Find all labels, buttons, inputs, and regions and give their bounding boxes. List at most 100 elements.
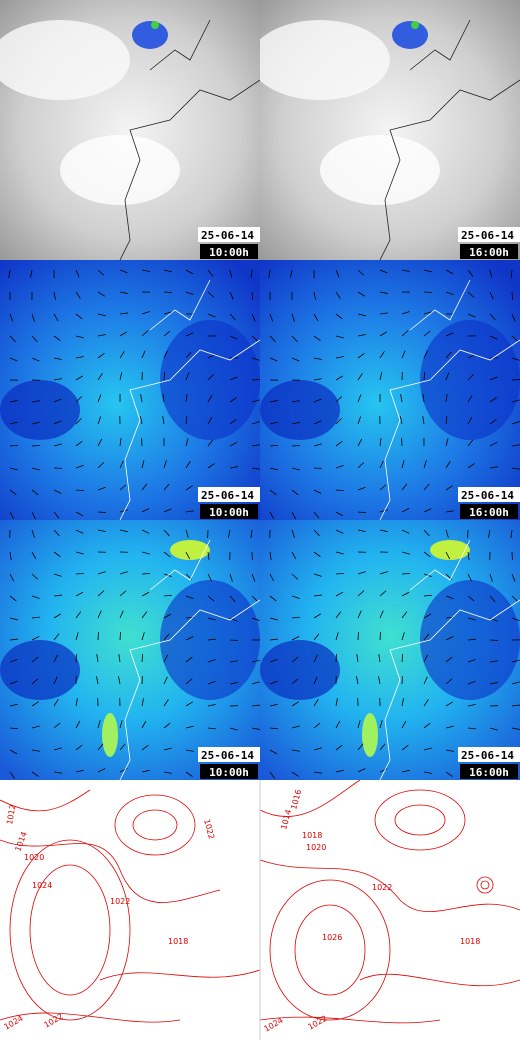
wind-arrow [53, 378, 62, 381]
wind-arrow [335, 720, 341, 729]
wind-arrow [31, 313, 35, 322]
wind-arrow [269, 617, 278, 621]
wind-arrow [357, 462, 365, 469]
wind-arrow [251, 467, 260, 470]
wind-arrow [335, 698, 338, 707]
wind-arrow [75, 269, 80, 278]
wind-arrow [163, 350, 168, 359]
isobar-label: 1018 [168, 937, 188, 946]
wind-arrow [401, 769, 410, 773]
wind-arrow [207, 680, 216, 685]
wind-arrow [31, 616, 40, 619]
wind-arrow [313, 378, 322, 381]
wind-arrow [97, 373, 103, 381]
wind-arrow [163, 371, 166, 381]
wind-arrow [75, 653, 77, 663]
wind-arrow [489, 291, 494, 300]
wind-arrow [445, 771, 453, 777]
wind-arrow [163, 613, 172, 619]
wind-arrow [423, 771, 432, 774]
wind-arrow [119, 631, 121, 641]
isobar-lines [0, 779, 520, 1024]
wind-arrow [291, 656, 299, 663]
wind-arrow [445, 656, 453, 663]
wind-arrow [97, 394, 102, 403]
wind-arrow [291, 595, 300, 599]
wind-arrow [9, 551, 12, 560]
wind-arrow [467, 727, 476, 730]
wind-arrow [445, 372, 450, 381]
wind-arrow [229, 682, 238, 685]
wind-arrow [335, 769, 344, 773]
wind-arrow [185, 485, 193, 491]
wind-arrow [140, 394, 143, 403]
wind-arrow [291, 725, 300, 729]
wind-arrow [251, 335, 259, 342]
wind-arrow [511, 313, 516, 322]
wind-arrow [207, 439, 214, 447]
wind-arrow [379, 571, 388, 575]
wind-arrow [335, 572, 345, 575]
wind-arrow [467, 373, 474, 381]
wind-arrow [400, 394, 403, 403]
isobar-area: 1012 1014 1020 1024 1022 1018 1022 1024 … [0, 779, 520, 1040]
wind-arrow [9, 511, 15, 520]
wind-arrow [467, 617, 476, 621]
wind-arrow [141, 311, 150, 315]
wind-arrow [31, 400, 40, 403]
low-wind [160, 320, 260, 440]
wind-arrow [291, 421, 300, 425]
wind-arrow [31, 489, 39, 496]
wind-arrow [489, 376, 498, 381]
date-label: 25-06-14 [201, 489, 254, 502]
wind-arrow [163, 311, 172, 315]
wind-arrow [53, 551, 61, 558]
wind-arrow [489, 269, 493, 278]
wind-arrow [269, 595, 277, 602]
wind-arrow [229, 269, 233, 278]
wind-arrow [357, 438, 363, 447]
wind-arrow [511, 659, 520, 663]
wind-arrow [335, 375, 344, 381]
isobar-label: 1020 [306, 843, 326, 852]
wind-arrow [510, 269, 513, 279]
wind-arrow [423, 551, 431, 558]
wind-arrow [9, 617, 18, 621]
wind-arrow [423, 330, 431, 337]
map-panel: 25-06-14 16:00h [260, 260, 520, 520]
wind-arrow [357, 590, 365, 597]
wind-arrow [185, 394, 188, 403]
wind-arrow [163, 771, 172, 774]
wind-arrow [467, 680, 476, 685]
wind-arrow [313, 573, 322, 577]
wind-arrow [423, 613, 432, 619]
wind-arrow [251, 573, 256, 582]
wind-arrow [291, 771, 299, 777]
wind-arrow [379, 631, 381, 641]
wind-arrow [423, 483, 430, 491]
wind-arrow [489, 441, 498, 447]
wind-arrow [489, 660, 498, 663]
wind-arrow [269, 421, 278, 425]
wind-arrow [31, 636, 40, 641]
wind-arrow [251, 399, 260, 403]
wind-arrow [291, 749, 300, 752]
wind-arrow [141, 720, 147, 729]
wind-arrow [31, 511, 36, 520]
wind-arrow [313, 676, 318, 685]
wind-arrow [445, 595, 454, 600]
wind-arrow [8, 269, 11, 278]
low-wind [0, 640, 80, 700]
high-wind [102, 713, 118, 757]
wind-arrow [162, 416, 165, 425]
wind-arrow [313, 420, 322, 425]
wind-arrow [357, 486, 366, 491]
wind-arrow [75, 291, 81, 299]
wind-arrow [269, 680, 278, 685]
wind-arrow [357, 720, 361, 729]
wind-arrow [401, 611, 408, 619]
wind-arrow [75, 375, 84, 381]
wind-arrow [207, 373, 214, 381]
wind-arrow [141, 632, 145, 641]
cloud [260, 20, 390, 100]
